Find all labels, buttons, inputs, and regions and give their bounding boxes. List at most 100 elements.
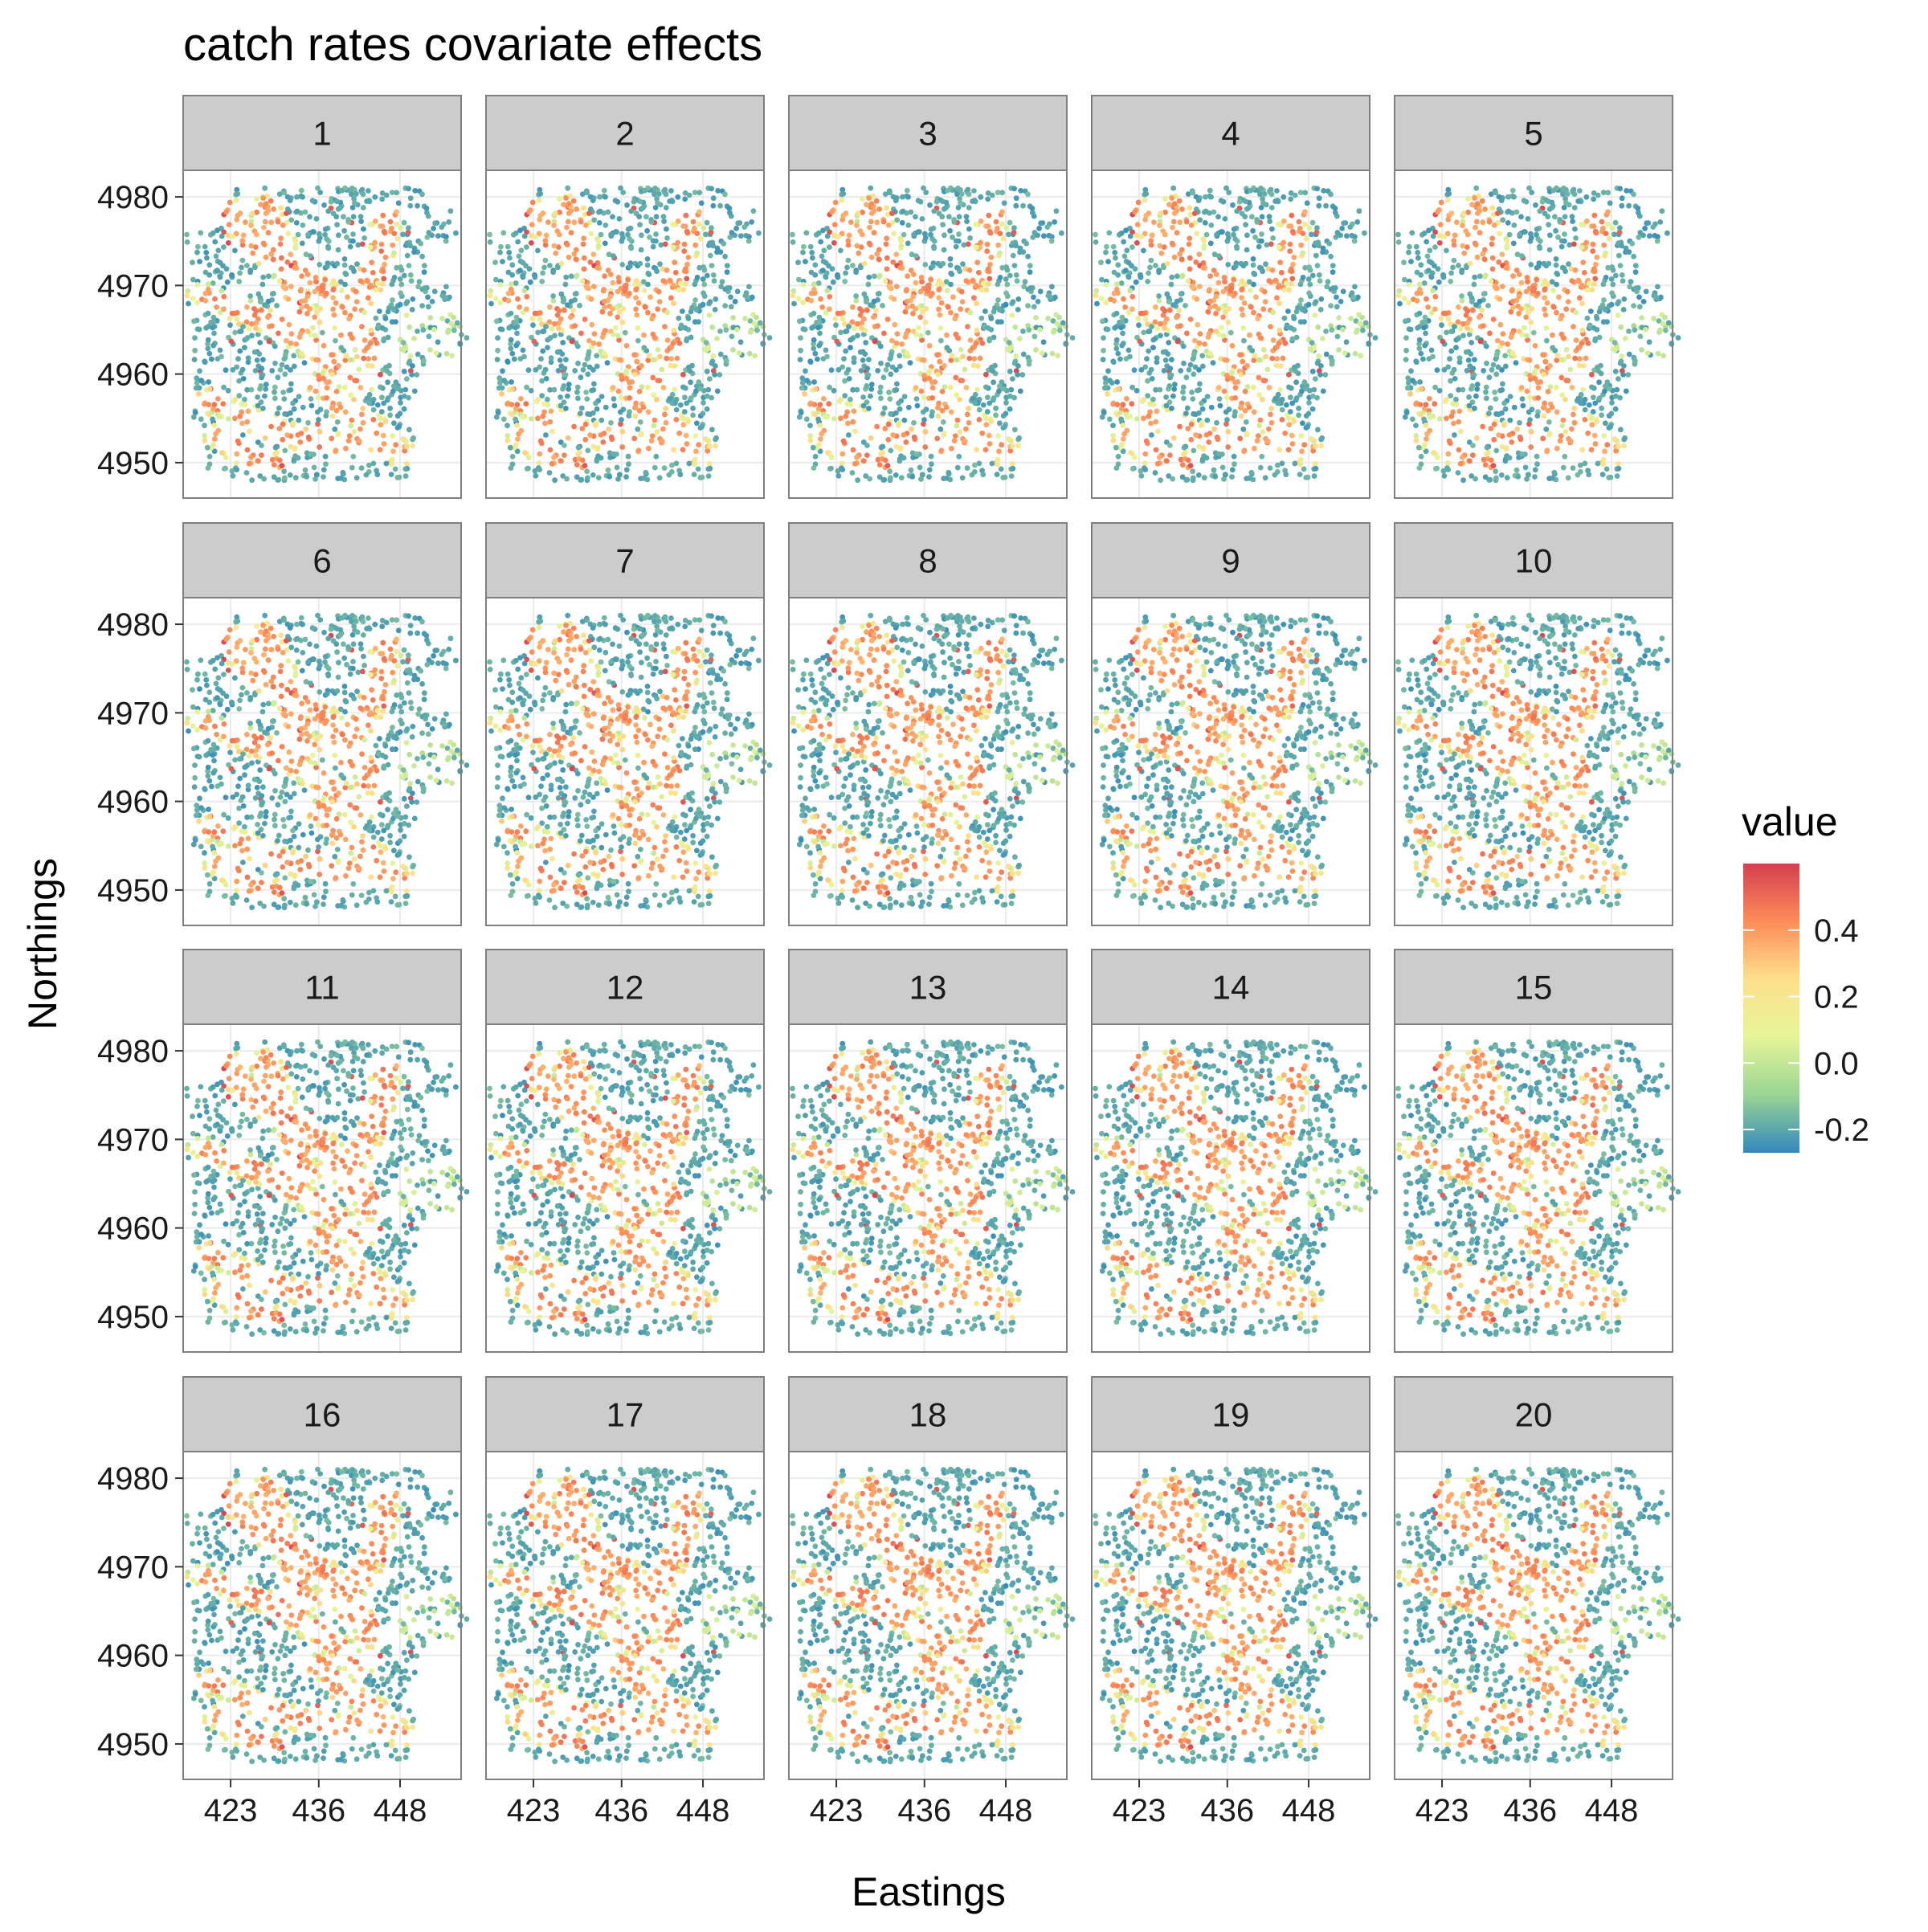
data-point <box>1233 385 1239 390</box>
data-point <box>577 303 582 308</box>
data-point <box>603 405 609 410</box>
data-point <box>1193 259 1199 265</box>
data-point <box>1266 427 1272 432</box>
data-point <box>946 304 951 310</box>
data-point <box>1126 260 1132 266</box>
data-point <box>1197 341 1203 346</box>
data-point <box>966 406 971 411</box>
data-point <box>610 306 615 312</box>
data-point <box>986 433 992 439</box>
data-point <box>940 261 946 267</box>
data-point <box>190 296 196 301</box>
data-point <box>232 330 238 336</box>
data-point <box>350 231 356 237</box>
data-point <box>1309 436 1314 442</box>
data-point <box>1154 409 1160 415</box>
data-point <box>185 239 190 245</box>
data-point <box>1027 358 1032 364</box>
data-point <box>1290 337 1296 342</box>
data-point <box>488 239 493 245</box>
data-point <box>404 443 410 449</box>
data-point <box>647 294 653 300</box>
data-point <box>1023 279 1028 284</box>
data-point <box>1196 198 1202 203</box>
data-point <box>308 451 313 457</box>
data-point <box>948 310 954 316</box>
data-point <box>350 239 356 244</box>
data-point <box>1216 385 1222 390</box>
data-point <box>1301 231 1306 236</box>
data-point <box>984 248 990 254</box>
data-point <box>288 472 293 478</box>
data-point <box>488 301 494 307</box>
data-point <box>1103 300 1109 305</box>
data-point <box>695 231 701 236</box>
data-point <box>591 284 597 289</box>
data-point <box>1248 470 1254 476</box>
data-point <box>1616 253 1622 259</box>
data-point <box>1217 396 1223 402</box>
data-point <box>1542 359 1548 365</box>
data-point <box>676 219 681 224</box>
data-point <box>978 356 983 361</box>
data-point <box>1185 406 1191 411</box>
data-point <box>237 329 243 334</box>
data-point <box>316 395 321 401</box>
data-point <box>1581 363 1587 369</box>
data-point <box>1232 413 1237 419</box>
data-point <box>722 191 728 197</box>
data-point <box>888 411 893 417</box>
data-point <box>1308 268 1313 273</box>
data-point <box>411 435 416 441</box>
data-point <box>387 406 393 411</box>
data-point <box>293 243 299 249</box>
data-point <box>565 394 570 399</box>
data-point <box>940 389 946 394</box>
data-point <box>387 412 393 418</box>
data-point <box>871 314 876 320</box>
data-point <box>280 362 285 368</box>
data-point <box>839 198 845 203</box>
data-point <box>1427 396 1432 402</box>
data-point <box>811 281 817 287</box>
data-point <box>858 349 864 355</box>
data-point <box>402 406 407 412</box>
data-point <box>893 387 899 393</box>
data-point <box>1269 191 1275 197</box>
data-point <box>790 292 796 298</box>
data-point <box>1139 367 1145 373</box>
data-point <box>248 298 254 304</box>
data-point <box>1334 304 1340 309</box>
data-point <box>1153 304 1158 310</box>
data-point <box>692 243 698 248</box>
data-point <box>1647 339 1652 345</box>
data-point <box>1571 406 1577 411</box>
data-point <box>1276 283 1282 288</box>
data-point <box>390 243 395 248</box>
data-point <box>272 385 278 390</box>
data-point <box>645 385 651 390</box>
data-point <box>1049 239 1055 244</box>
data-point <box>710 203 716 209</box>
data-point <box>379 197 385 202</box>
data-point <box>582 463 588 468</box>
data-point <box>1225 262 1231 268</box>
data-point <box>684 441 690 447</box>
data-point <box>337 205 343 210</box>
data-point <box>641 405 647 410</box>
data-point <box>945 188 950 194</box>
data-point <box>985 394 991 400</box>
data-point <box>1019 372 1025 378</box>
data-point <box>541 210 546 216</box>
data-point <box>685 419 691 424</box>
data-point <box>1116 386 1121 392</box>
data-point <box>645 310 651 316</box>
data-point <box>1100 318 1105 324</box>
data-point <box>866 406 872 411</box>
data-point <box>1146 329 1151 334</box>
data-point <box>578 410 583 416</box>
data-point <box>950 294 956 300</box>
data-point <box>583 390 589 395</box>
data-point <box>1238 372 1244 378</box>
data-point <box>340 470 345 476</box>
